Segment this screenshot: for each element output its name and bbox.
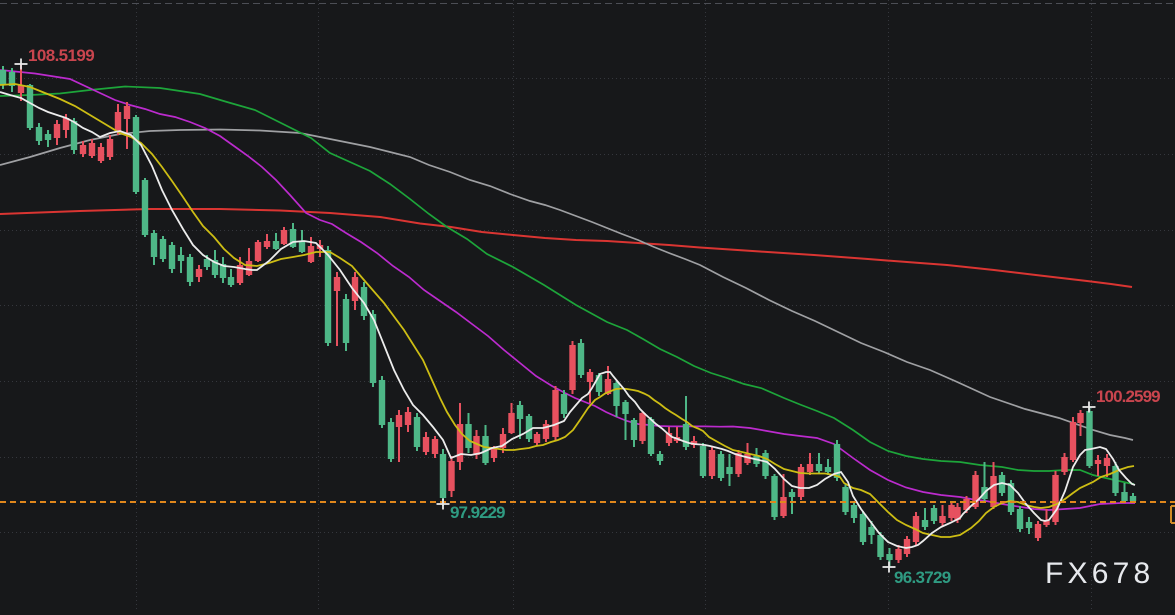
svg-text:96.3729: 96.3729: [894, 568, 951, 587]
svg-text:FX678: FX678: [1045, 557, 1154, 590]
svg-text:108.5199: 108.5199: [28, 46, 94, 65]
svg-text:97.9229: 97.9229: [450, 503, 505, 522]
svg-text:100.2599: 100.2599: [1096, 387, 1160, 406]
